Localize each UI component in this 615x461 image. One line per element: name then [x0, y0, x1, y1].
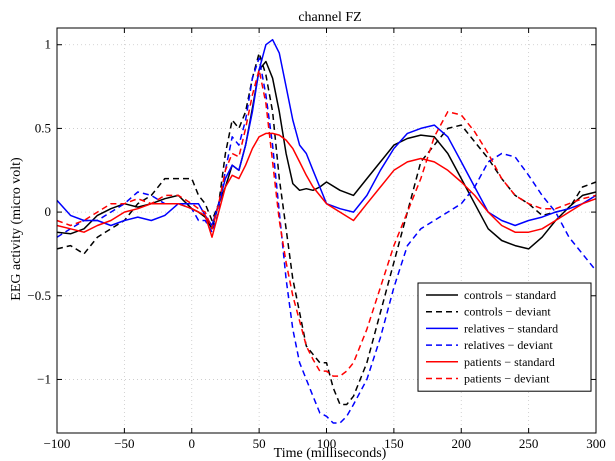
legend-label: controls − standard: [464, 288, 556, 302]
y-tick-label: −0.5: [27, 288, 51, 303]
y-tick-label: 0.5: [35, 120, 51, 135]
legend-label: relatives − deviant: [464, 338, 553, 352]
x-axis-title: Time (milliseconds): [274, 446, 387, 461]
x-tick-label: 100: [317, 436, 337, 451]
chart-title: channel FZ: [298, 10, 361, 25]
x-tick-label: 300: [586, 436, 606, 451]
y-tick-label: 1: [45, 37, 52, 52]
legend-label: patients − deviant: [464, 372, 550, 386]
x-tick-label: 0: [189, 436, 196, 451]
legend-label: relatives − standard: [464, 321, 558, 335]
y-axis-title: EEG activity (micro volt): [9, 157, 24, 301]
axis-ticks: −100 −50 0 50 100 150 200 250 300 −1 −0.5 0 0.5 1: [27, 28, 606, 451]
y-tick-label: −1: [37, 371, 51, 386]
series-line-4: [56, 132, 597, 238]
x-tick-label: 250: [519, 436, 539, 451]
x-tick-label: −100: [44, 436, 71, 451]
x-tick-label: 200: [452, 436, 472, 451]
series-lines: [56, 38, 597, 424]
legend: controls − standard controls − deviant rel…: [417, 282, 592, 392]
y-tick-label: 0: [45, 204, 52, 219]
legend-label: controls − deviant: [464, 305, 551, 319]
series-line-5: [56, 69, 597, 377]
x-tick-label: 50: [253, 436, 266, 451]
series-line-1: [56, 52, 597, 406]
legend-box: [417, 282, 592, 392]
x-tick-label: −50: [114, 436, 134, 451]
legend-label: patients − standard: [464, 355, 555, 369]
series-line-0: [56, 60, 597, 250]
x-tick-label: 150: [384, 436, 404, 451]
series-line-2: [56, 38, 597, 227]
